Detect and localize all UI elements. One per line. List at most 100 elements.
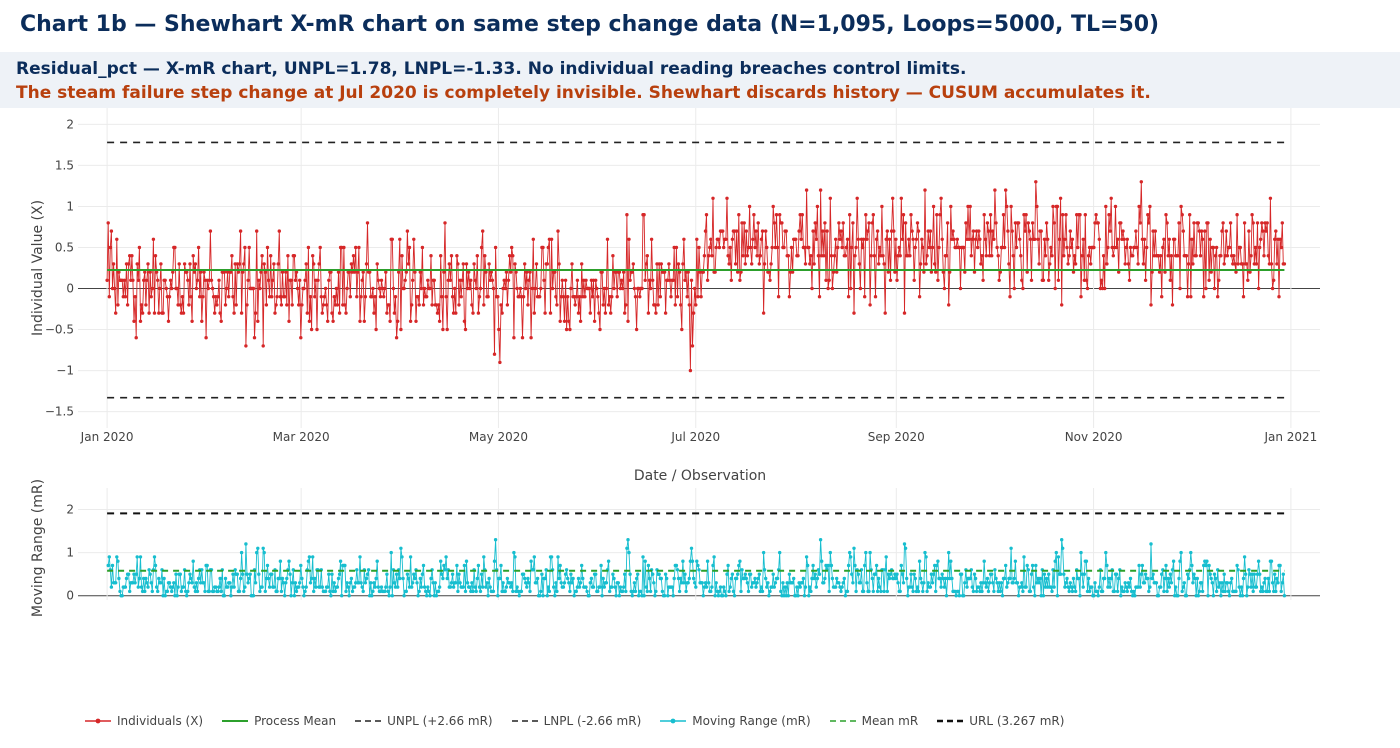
- moving-range-point: [712, 555, 716, 559]
- legend-swatch: [660, 718, 687, 724]
- legend-item[interactable]: Individuals (X): [84, 714, 203, 728]
- individuals-point: [871, 213, 875, 217]
- individuals-point: [200, 319, 204, 323]
- individuals-point: [1255, 221, 1260, 225]
- moving-range-point: [746, 589, 751, 594]
- individuals-point: [397, 270, 401, 274]
- individuals-point: [379, 278, 384, 282]
- individuals-point: [149, 295, 153, 299]
- moving-range-point: [277, 576, 281, 581]
- individuals-point: [561, 295, 566, 299]
- individuals-point: [1105, 262, 1109, 266]
- legend-item[interactable]: URL (3.267 mR): [936, 714, 1064, 728]
- individuals-point: [738, 278, 742, 282]
- moving-range-point: [1109, 576, 1113, 581]
- individuals-point: [880, 204, 884, 209]
- moving-range-point: [1070, 589, 1075, 594]
- moving-range-point: [402, 594, 406, 598]
- individuals-point: [377, 286, 382, 291]
- individuals-point: [915, 221, 920, 225]
- individuals-point: [1275, 262, 1279, 266]
- individuals-point: [137, 245, 142, 250]
- individuals-point: [695, 237, 699, 241]
- legend-item[interactable]: LNPL (-2.66 mR): [511, 714, 641, 728]
- legend-item[interactable]: Moving Range (mR): [659, 714, 811, 728]
- individuals-point: [677, 270, 682, 274]
- individuals-point: [1159, 254, 1163, 258]
- moving-range-point: [1226, 589, 1231, 594]
- individuals-point: [1005, 204, 1009, 209]
- individuals-point: [930, 245, 935, 250]
- individuals-point: [1006, 229, 1010, 233]
- individuals-point: [978, 237, 982, 241]
- individuals-point: [1092, 245, 1096, 250]
- individuals-point: [794, 237, 798, 241]
- moving-range-point: [1079, 550, 1083, 555]
- individuals-point: [156, 278, 160, 282]
- moving-range-point: [544, 568, 548, 572]
- moving-range-point: [695, 559, 699, 563]
- individuals-point: [1209, 270, 1213, 274]
- moving-range-point: [388, 585, 392, 589]
- individuals-point: [187, 303, 191, 307]
- moving-range-point: [1132, 589, 1136, 594]
- moving-range-point: [947, 550, 951, 555]
- moving-range-point: [1103, 576, 1107, 581]
- individuals-point: [1036, 237, 1040, 241]
- individuals-point: [1008, 295, 1012, 299]
- individuals-point: [293, 278, 298, 282]
- moving-range-point: [440, 572, 444, 576]
- moving-range-point: [1034, 563, 1038, 568]
- individuals-point: [216, 295, 220, 299]
- legend-item[interactable]: Mean mR: [829, 714, 918, 728]
- moving-range-point: [566, 576, 570, 581]
- moving-range-point: [510, 581, 514, 585]
- individuals-point: [398, 237, 402, 241]
- moving-range-point: [930, 581, 935, 585]
- individuals-point: [1121, 229, 1125, 233]
- moving-range-point: [307, 555, 312, 559]
- moving-range-point: [256, 546, 260, 550]
- moving-range-point: [642, 594, 646, 598]
- individuals-point: [168, 278, 173, 282]
- individuals-point: [1246, 278, 1250, 282]
- individuals-point: [1185, 295, 1190, 299]
- individuals-point: [208, 229, 213, 233]
- individuals-point: [420, 245, 425, 250]
- moving-range-point: [641, 555, 645, 559]
- moving-range-point: [562, 581, 567, 585]
- moving-range-point: [347, 594, 351, 598]
- individuals-point: [421, 303, 426, 307]
- moving-range-point: [636, 572, 640, 576]
- individuals-point: [532, 311, 536, 315]
- individuals-point: [1196, 221, 1201, 225]
- moving-range-point: [843, 594, 848, 598]
- individuals-point: [1114, 245, 1119, 250]
- individuals-point: [492, 352, 497, 356]
- moving-range-point: [1267, 589, 1272, 594]
- individuals-point: [886, 270, 891, 274]
- moving-range-point: [202, 581, 206, 585]
- moving-range-point: [608, 589, 612, 594]
- individuals-point: [983, 237, 987, 241]
- moving-range-point: [1062, 572, 1066, 576]
- individuals-point: [506, 278, 511, 282]
- legend-item[interactable]: UNPL (+2.66 mR): [354, 714, 493, 728]
- legend-item[interactable]: Process Mean: [221, 714, 336, 728]
- individuals-point: [185, 270, 189, 274]
- moving-range-point: [723, 589, 727, 594]
- moving-range-point: [476, 563, 481, 568]
- individuals-point: [173, 245, 177, 250]
- moving-range-point: [284, 581, 288, 585]
- individuals-point: [518, 286, 523, 291]
- individuals-point: [241, 270, 245, 274]
- individuals-point: [545, 262, 549, 266]
- moving-range-point: [657, 572, 661, 576]
- individuals-point: [1143, 278, 1148, 282]
- individuals-point: [193, 262, 198, 266]
- moving-range-point: [1124, 585, 1128, 589]
- moving-range-point: [475, 576, 479, 581]
- individuals-point: [190, 319, 194, 323]
- individuals-point: [194, 286, 199, 291]
